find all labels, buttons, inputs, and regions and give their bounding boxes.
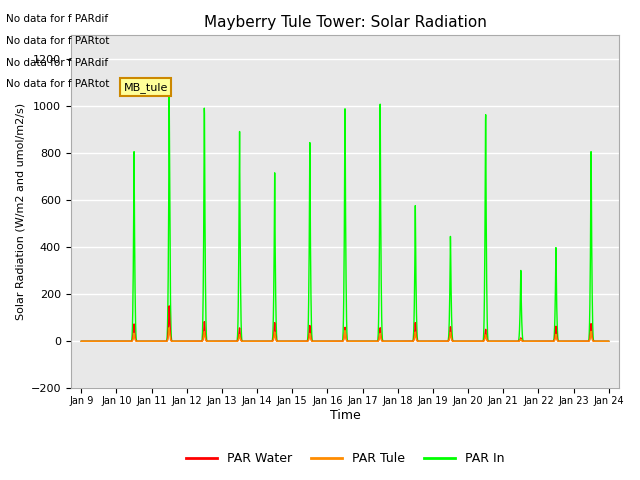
Title: Mayberry Tule Tower: Solar Radiation: Mayberry Tule Tower: Solar Radiation	[204, 15, 486, 30]
Text: MB_tule: MB_tule	[124, 82, 168, 93]
Legend: PAR Water, PAR Tule, PAR In: PAR Water, PAR Tule, PAR In	[180, 447, 509, 470]
Text: No data for f PARtot: No data for f PARtot	[6, 36, 110, 46]
Text: No data for f PARdif: No data for f PARdif	[6, 14, 109, 24]
Text: No data for f PARdif: No data for f PARdif	[6, 58, 109, 68]
Y-axis label: Solar Radiation (W/m2 and umol/m2/s): Solar Radiation (W/m2 and umol/m2/s)	[15, 103, 25, 321]
X-axis label: Time: Time	[330, 409, 360, 422]
Text: No data for f PARtot: No data for f PARtot	[6, 79, 110, 89]
